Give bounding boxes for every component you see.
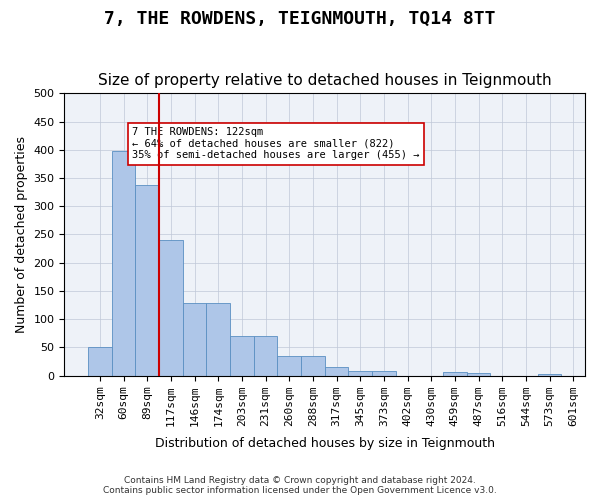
Bar (301, 356, 325, 376)
Bar (88, 348, 112, 376)
Text: 7 THE ROWDENS: 122sqm
← 64% of detached houses are smaller (822)
35% of semi-det: 7 THE ROWDENS: 122sqm ← 64% of detached … (132, 127, 419, 160)
Bar (372, 371, 395, 376)
Bar (136, 185, 159, 376)
Bar (230, 336, 254, 376)
Text: Contains HM Land Registry data © Crown copyright and database right 2024.
Contai: Contains HM Land Registry data © Crown c… (103, 476, 497, 495)
Text: 7, THE ROWDENS, TEIGNMOUTH, TQ14 8TT: 7, THE ROWDENS, TEIGNMOUTH, TQ14 8TT (104, 10, 496, 28)
Bar (277, 356, 301, 376)
X-axis label: Distribution of detached houses by size in Teignmouth: Distribution of detached houses by size … (155, 437, 495, 450)
Bar (206, 304, 230, 376)
Bar (254, 336, 277, 376)
Bar (325, 367, 349, 376)
Bar (443, 372, 467, 376)
Bar (183, 304, 206, 376)
Bar (112, 151, 136, 376)
Title: Size of property relative to detached houses in Teignmouth: Size of property relative to detached ho… (98, 73, 551, 88)
Bar (467, 373, 490, 376)
Y-axis label: Number of detached properties: Number of detached properties (15, 136, 28, 333)
Bar (538, 374, 562, 376)
Bar (159, 240, 183, 376)
Bar (349, 371, 372, 376)
